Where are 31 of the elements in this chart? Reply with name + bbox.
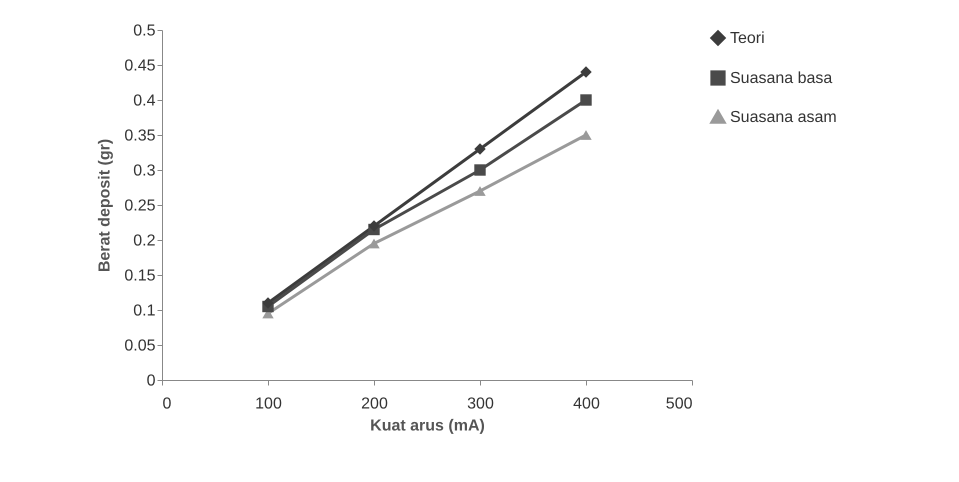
point	[262, 297, 274, 309]
y-tick-label: 0.05	[124, 338, 156, 354]
y-tick-label: 0.15	[124, 268, 156, 284]
y-tick-label: 0.5	[133, 22, 156, 40]
x-tick-label: 0	[162, 396, 172, 412]
x-tick-label: 400	[573, 396, 600, 412]
y-axis-title: Berat deposit (gr)	[96, 138, 114, 272]
y-tick-label: 0.45	[124, 58, 156, 74]
y-tick-label: 0.35	[124, 128, 156, 144]
point	[368, 220, 380, 232]
y-tick-label: 0.3	[133, 162, 156, 180]
point	[368, 238, 380, 248]
x-tick-label: 300	[467, 396, 494, 412]
x-tick-label: 100	[255, 396, 282, 412]
point	[474, 186, 486, 196]
x-axis-title: Kuat arus (mA)	[370, 418, 485, 434]
y-tick-label: 0.2	[133, 232, 156, 250]
y-tick-label: 0.25	[124, 198, 156, 214]
x-tick-label: 200	[361, 396, 388, 412]
point	[474, 143, 486, 155]
legend-label: Suasana basa	[730, 70, 832, 87]
y-tick-label: 0.4	[133, 92, 156, 110]
legend-label: Teori	[730, 30, 765, 47]
x-tick-label: 500	[666, 396, 693, 412]
point	[580, 66, 592, 78]
y-tick-label: 0	[146, 372, 156, 390]
point	[580, 94, 592, 106]
legend-label: Suasana asam	[730, 109, 837, 126]
y-tick-label: 0.1	[133, 302, 156, 320]
point	[580, 130, 592, 140]
point	[474, 164, 486, 176]
